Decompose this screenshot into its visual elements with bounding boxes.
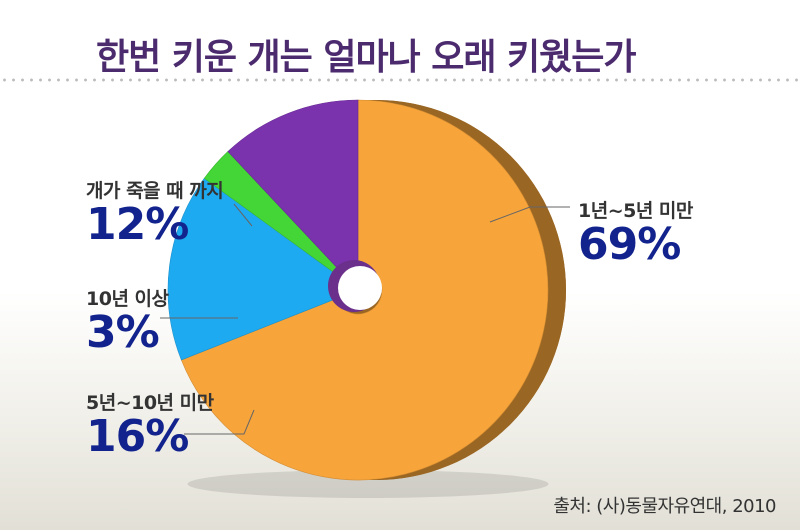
slice-label-until-death: 개가 죽을 때 까지 [86, 180, 224, 202]
chart-shadow [187, 470, 549, 498]
slice-value-until-death: 12% [86, 199, 189, 250]
chart-title: 한번 키운 개는 얼마나 오래 키웠는가 [96, 37, 636, 78]
donut-hole [338, 266, 382, 310]
label-5-10y: 5년~10년 미만 16% [86, 388, 214, 459]
slice-0 [180, 99, 549, 481]
slice-value-1-5y: 69% [578, 219, 681, 270]
dotted-divider [0, 78, 800, 82]
slice-label-1-5y: 1년~5년 미만 [578, 200, 693, 222]
label-over-10y: 10년 이상 3% [86, 284, 169, 355]
label-until-death: 개가 죽을 때 까지 12% [86, 176, 224, 250]
slice-label-5-10y: 5년~10년 미만 [86, 392, 214, 414]
slice-label-over-10y: 10년 이상 [86, 288, 169, 310]
slice-value-5-10y: 16% [86, 411, 189, 462]
source-credit: 출처: (사)동물자유연대, 2010 [553, 496, 776, 517]
label-1-5y: 1년~5년 미만 69% [578, 196, 693, 267]
slice-value-over-10y: 3% [86, 307, 160, 358]
leader-line-3 [233, 203, 253, 227]
leader-line-1 [184, 409, 255, 435]
leader-line-0 [489, 206, 570, 223]
